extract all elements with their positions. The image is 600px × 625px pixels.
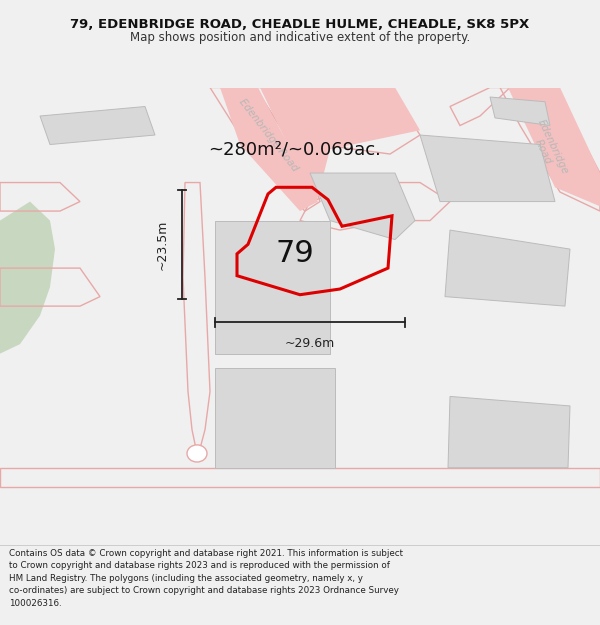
Polygon shape: [215, 221, 330, 354]
Text: 79: 79: [275, 239, 314, 268]
Polygon shape: [445, 230, 570, 306]
Text: Map shows position and indicative extent of the property.: Map shows position and indicative extent…: [130, 31, 470, 44]
Polygon shape: [420, 135, 555, 201]
Text: 79, EDENBRIDGE ROAD, CHEADLE HULME, CHEADLE, SK8 5PX: 79, EDENBRIDGE ROAD, CHEADLE HULME, CHEA…: [70, 18, 530, 31]
Polygon shape: [220, 88, 318, 211]
Text: ~23.5m: ~23.5m: [155, 219, 169, 269]
Text: Contains OS data © Crown copyright and database right 2021. This information is : Contains OS data © Crown copyright and d…: [9, 549, 403, 558]
Polygon shape: [448, 396, 570, 468]
Polygon shape: [490, 97, 550, 126]
Polygon shape: [215, 368, 335, 468]
Polygon shape: [508, 88, 600, 206]
Text: to Crown copyright and database rights 2023 and is reproduced with the permissio: to Crown copyright and database rights 2…: [9, 561, 390, 570]
Text: 100026316.: 100026316.: [9, 599, 62, 608]
Polygon shape: [260, 88, 420, 204]
Ellipse shape: [187, 445, 207, 462]
Text: ~29.6m: ~29.6m: [285, 337, 335, 350]
Text: Edenbridge
Road: Edenbridge Road: [526, 118, 571, 181]
Polygon shape: [40, 106, 155, 144]
Text: HM Land Registry. The polygons (including the associated geometry, namely x, y: HM Land Registry. The polygons (includin…: [9, 574, 363, 582]
Text: co-ordinates) are subject to Crown copyright and database rights 2023 Ordnance S: co-ordinates) are subject to Crown copyr…: [9, 586, 399, 595]
Text: Edenbridge Road: Edenbridge Road: [236, 97, 299, 173]
Polygon shape: [0, 201, 55, 354]
Text: ~280m²/~0.069ac.: ~280m²/~0.069ac.: [209, 140, 382, 158]
Polygon shape: [310, 173, 415, 239]
